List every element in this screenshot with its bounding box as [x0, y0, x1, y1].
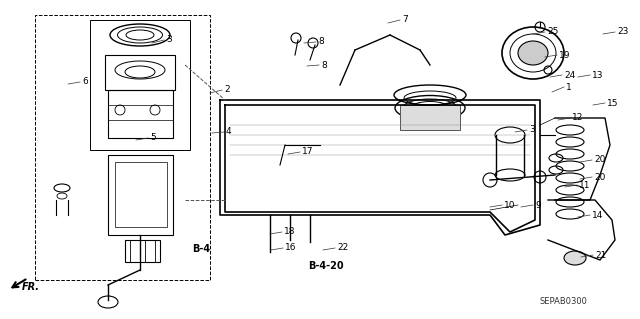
Bar	[105, 55, 175, 90]
Text: FR.: FR.	[22, 282, 40, 292]
Bar	[35, 15, 210, 280]
Text: 25: 25	[547, 27, 558, 36]
Text: 13: 13	[592, 70, 604, 79]
Text: SEPAB0300: SEPAB0300	[540, 298, 588, 307]
Ellipse shape	[518, 41, 548, 65]
Text: 4: 4	[226, 128, 232, 137]
Text: 17: 17	[302, 147, 314, 157]
Ellipse shape	[564, 251, 586, 265]
Text: 3: 3	[166, 35, 172, 44]
Text: 20: 20	[594, 155, 605, 165]
Text: 19: 19	[559, 50, 570, 60]
Text: 15: 15	[607, 99, 618, 108]
Text: 14: 14	[592, 211, 604, 219]
Text: 2: 2	[224, 85, 230, 94]
Text: 11: 11	[579, 181, 591, 189]
Text: 21: 21	[595, 250, 606, 259]
Text: 8: 8	[318, 38, 324, 47]
Text: 22: 22	[337, 243, 348, 253]
Text: B-4-20: B-4-20	[308, 261, 344, 271]
Bar	[400, 105, 460, 130]
Text: 18: 18	[284, 227, 296, 236]
Bar	[125, 240, 160, 262]
Bar	[108, 155, 173, 235]
Text: 16: 16	[285, 243, 296, 253]
Text: 7: 7	[402, 16, 408, 25]
Text: 1: 1	[566, 83, 572, 92]
Text: 23: 23	[617, 27, 628, 36]
Bar	[108, 90, 173, 138]
Bar	[115, 162, 167, 227]
Text: 9: 9	[535, 201, 541, 210]
Text: 3: 3	[529, 125, 535, 135]
Text: 10: 10	[504, 201, 515, 210]
Text: 6: 6	[82, 78, 88, 86]
Text: 8: 8	[321, 61, 327, 70]
Text: 5: 5	[150, 133, 156, 143]
Text: B-4: B-4	[192, 244, 210, 254]
Text: 20: 20	[594, 173, 605, 182]
Text: 24: 24	[564, 70, 575, 79]
Bar	[90, 20, 190, 150]
Text: 12: 12	[572, 114, 584, 122]
